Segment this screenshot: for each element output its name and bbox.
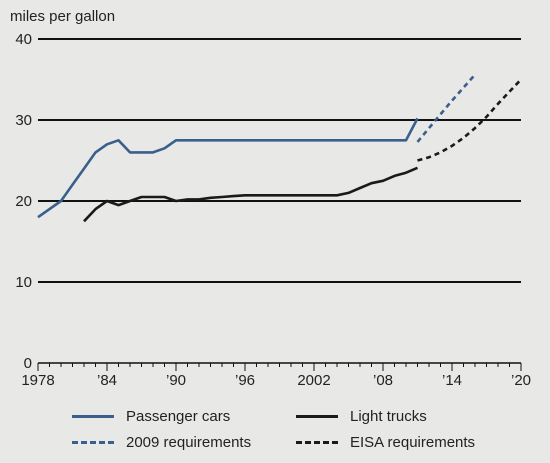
series-line-light-trucks: [83, 166, 419, 223]
legend-label: Light trucks: [350, 407, 427, 425]
y-tick-label: 0: [24, 355, 32, 372]
y-tick-label: 20: [15, 193, 32, 210]
series-line-eisa-requirements: [417, 78, 522, 162]
series-line-2009-requirements: [416, 73, 476, 143]
y-tick-label: 40: [15, 31, 32, 48]
y-tick-label: 30: [15, 112, 32, 129]
x-tick-label: 1978: [21, 372, 54, 389]
chart-legend: Passenger cars Light trucks 2009 require…: [72, 406, 542, 458]
legend-item-light-trucks: Light trucks: [296, 406, 427, 426]
x-tick-label: ’84: [97, 372, 117, 389]
x-tick-label: ’96: [235, 372, 255, 389]
y-axis-unit-label: miles per gallon: [10, 8, 116, 25]
legend-label: Passenger cars: [126, 407, 231, 425]
legend-swatch-light-trucks: [296, 414, 338, 418]
x-tick-label: ’08: [373, 372, 393, 389]
legend-swatch-passenger-cars: [72, 414, 114, 418]
y-tick-label: 10: [15, 274, 32, 291]
legend-swatch-2009-requirements: [72, 440, 114, 444]
x-tick-label: ’14: [442, 372, 462, 389]
axes: 0 10 20 30 40 1978 ’84 ’90 ’96 2002 ’08 ’14 ’20: [15, 31, 531, 389]
series-line-passenger-cars: [37, 117, 419, 219]
legend-item-2009-requirements: 2009 requirements: [72, 432, 251, 452]
series-lines: [37, 73, 522, 223]
x-tick-label: ’90: [166, 372, 186, 389]
x-tick-label: ’20: [511, 372, 531, 389]
legend-item-eisa-requirements: EISA requirements: [296, 432, 475, 452]
legend-label: 2009 requirements: [126, 433, 252, 451]
mpg-line-chart: 0 10 20 30 40 1978 ’84 ’90 ’96 2002 ’08 ’14 ’20: [15, 31, 531, 389]
x-tick-label: 2002: [297, 372, 330, 389]
gridlines: [38, 38, 521, 283]
legend-label: EISA requirements: [350, 433, 476, 451]
legend-swatch-eisa-requirements: [296, 440, 338, 444]
legend-item-passenger-cars: Passenger cars: [72, 406, 230, 426]
